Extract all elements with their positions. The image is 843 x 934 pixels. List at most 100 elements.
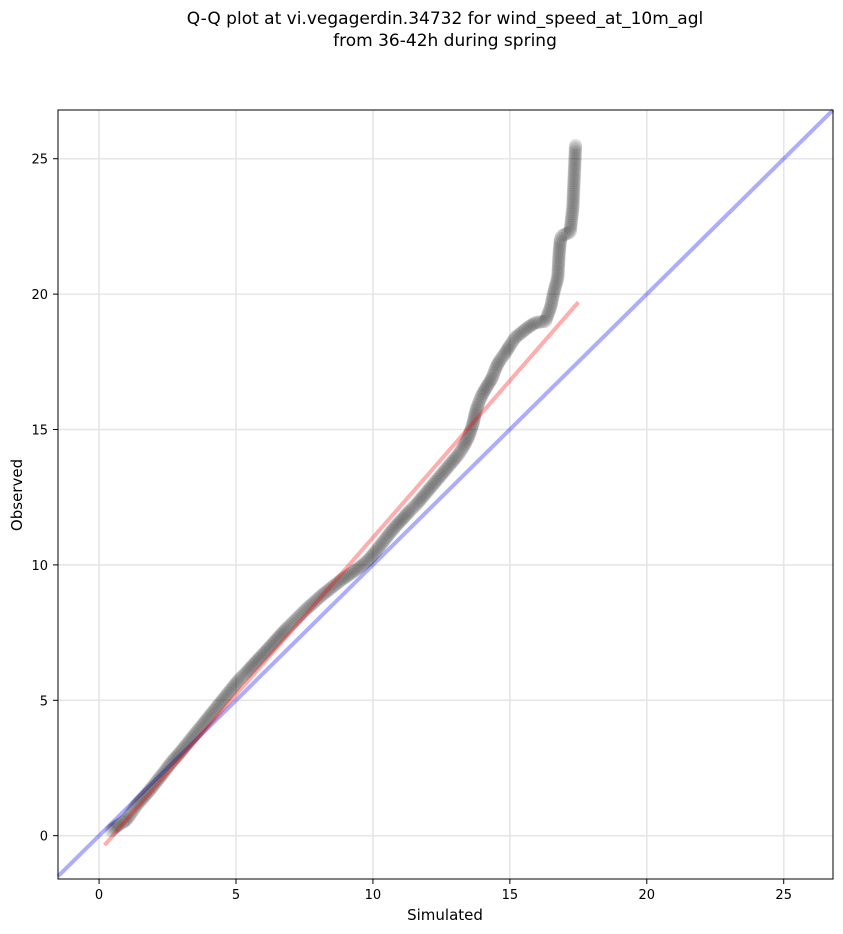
quantile-point: [456, 440, 470, 454]
quantile-point: [491, 357, 505, 371]
quantile-point: [140, 786, 154, 800]
quantile-point: [411, 495, 425, 509]
quantile-point: [159, 762, 173, 776]
quantile-point: [259, 644, 273, 658]
quantile-point: [241, 663, 255, 677]
quantile-point: [239, 666, 253, 680]
quantile-point: [141, 785, 155, 799]
quantile-point: [276, 626, 290, 640]
quantile-point: [262, 641, 276, 655]
quantile-point: [151, 773, 165, 787]
quantile-point: [221, 687, 235, 701]
quantile-point: [553, 240, 567, 254]
quantile-point: [553, 236, 567, 250]
quantile-point: [237, 668, 251, 682]
quantile-point: [483, 374, 497, 388]
quantile-point: [204, 707, 218, 721]
quantile-point: [371, 541, 385, 555]
quantile-point: [513, 326, 527, 340]
quantile-point: [104, 824, 118, 838]
quantile-point: [447, 453, 461, 467]
quantile-point: [465, 419, 479, 433]
quantile-point: [280, 622, 294, 636]
quantile-point: [547, 286, 561, 300]
quantile-point: [144, 782, 158, 796]
quantile-point: [225, 681, 239, 695]
quantile-point: [432, 471, 446, 485]
quantile-point: [109, 820, 123, 834]
quantile-point: [229, 676, 243, 690]
quantile-point: [174, 744, 188, 758]
quantile-point: [488, 365, 502, 379]
quantile-point: [443, 458, 457, 472]
quantile-point: [566, 196, 580, 210]
quantile-point: [331, 576, 345, 590]
quantile-point: [400, 507, 414, 521]
quantile-point: [185, 731, 199, 745]
quantile-point: [502, 340, 516, 354]
quantile-point: [203, 709, 217, 723]
quantile-point: [232, 673, 246, 687]
quantile-point: [474, 390, 488, 404]
quantile-point: [487, 367, 501, 381]
quantile-point: [485, 371, 499, 385]
quantile-point: [551, 260, 565, 274]
quantile-point: [568, 160, 582, 174]
quantile-point: [548, 279, 562, 293]
identity-line: [56, 108, 835, 878]
quantile-point: [181, 736, 195, 750]
quantile-point: [193, 720, 207, 734]
quantile-point: [554, 232, 568, 246]
quantile-point: [458, 437, 472, 451]
quantile-point: [135, 792, 149, 806]
quantile-point: [266, 636, 280, 650]
quantile-point: [567, 167, 581, 181]
quantile-point: [469, 403, 483, 417]
quantile-point: [568, 149, 582, 163]
quantile-point: [352, 561, 366, 575]
quantile-point: [468, 407, 482, 421]
quantile-point: [567, 176, 581, 190]
quantile-point: [384, 525, 398, 539]
chart-title-line-1: Q-Q plot at vi.vegagerdin.34732 for wind…: [186, 9, 704, 29]
quantile-point: [215, 693, 229, 707]
quantile-point: [567, 169, 581, 183]
quantile-point: [287, 615, 301, 629]
quantile-point: [545, 293, 559, 307]
quantile-point: [363, 551, 377, 565]
quantile-point: [247, 657, 261, 671]
quantile-point: [297, 605, 311, 619]
quantile-point: [369, 544, 383, 558]
quantile-point: [564, 220, 578, 234]
x-tick-label: 10: [365, 888, 382, 903]
y-tick-label: 10: [31, 559, 48, 574]
quantile-point: [250, 654, 264, 668]
quantile-point: [500, 344, 514, 358]
quantile-point: [380, 530, 394, 544]
quantile-point: [568, 143, 582, 157]
quantile-point: [550, 275, 564, 289]
quantile-point: [111, 818, 125, 832]
quantile-point: [470, 401, 484, 415]
quantile-point: [224, 683, 238, 697]
quantile-point: [345, 566, 359, 580]
quantile-point: [448, 451, 462, 465]
quantile-point: [156, 766, 170, 780]
reference-lines: [56, 108, 835, 878]
quantile-point: [277, 624, 291, 638]
quantile-point: [568, 145, 582, 159]
quantile-point: [155, 768, 169, 782]
quantile-point: [217, 692, 231, 706]
quantile-point: [565, 207, 579, 221]
quantile-point: [551, 262, 565, 276]
quantile-point: [557, 228, 571, 242]
quantile-point: [402, 505, 416, 519]
quantile-point: [162, 759, 176, 773]
quantile-point: [133, 794, 147, 808]
quantile-point: [196, 717, 210, 731]
quantile-point: [107, 821, 121, 835]
quantile-point: [304, 598, 318, 612]
quantile-point: [546, 288, 560, 302]
quantile-point: [552, 253, 566, 267]
quantile-point: [564, 218, 578, 232]
